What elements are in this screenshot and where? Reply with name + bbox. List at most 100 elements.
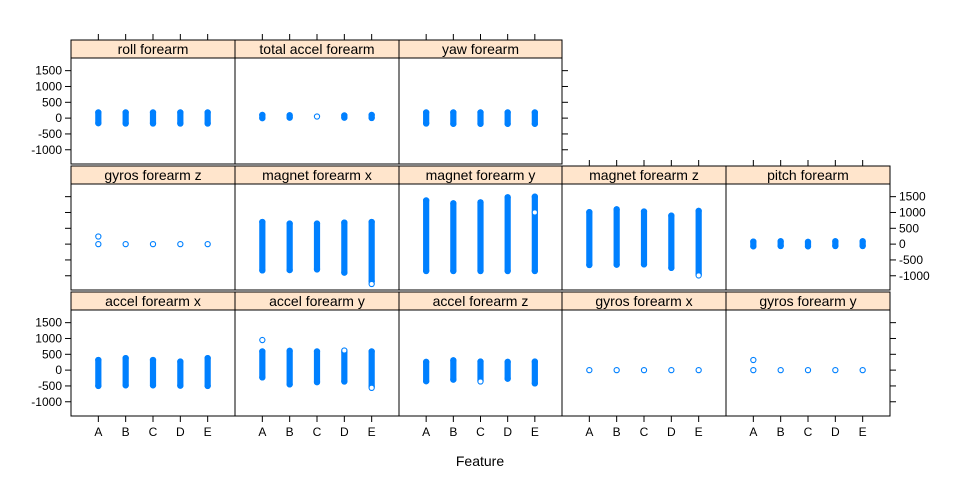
data-point <box>450 357 457 364</box>
category-points <box>504 358 511 382</box>
data-point-outlier <box>259 336 266 344</box>
category-points <box>668 366 675 374</box>
data-point <box>122 382 129 389</box>
data-point <box>95 356 102 364</box>
data-point <box>531 120 538 127</box>
data-point <box>504 194 511 201</box>
data-point <box>531 109 538 116</box>
data-point <box>177 120 184 127</box>
data-point <box>177 358 184 365</box>
category-points <box>640 208 648 268</box>
category-points <box>341 112 348 121</box>
panel-strip-label: roll forearm <box>118 41 189 57</box>
data-point <box>341 269 348 276</box>
category-points <box>122 240 129 248</box>
data-point <box>286 266 293 274</box>
data-point <box>286 112 293 119</box>
y-tick-label: 0 <box>55 111 62 125</box>
x-tick-label: D <box>831 425 840 439</box>
category-points <box>695 366 702 374</box>
panel-frame <box>725 309 891 417</box>
category-points <box>804 366 812 374</box>
y-tick-label: 1500 <box>35 64 62 78</box>
panel-strip-label: gyros forearm z <box>104 167 201 183</box>
data-point <box>504 375 511 382</box>
x-tick-label: B <box>613 425 621 439</box>
y-tick-label: -1000 <box>31 143 62 157</box>
category-points <box>531 193 538 275</box>
panel-strip-label: accel forearm y <box>269 293 365 309</box>
y-tick-label: 1000 <box>35 331 62 345</box>
data-point <box>531 193 538 200</box>
category-points <box>504 109 511 127</box>
x-tick-label: E <box>368 425 376 439</box>
category-points <box>859 366 866 374</box>
data-point <box>341 112 348 119</box>
category-points <box>423 109 430 127</box>
panel-strip-label: gyros forearm x <box>595 293 692 309</box>
y-tick-label: 500 <box>42 347 62 361</box>
x-tick-label: A <box>749 425 757 439</box>
data-point <box>750 243 757 250</box>
data-point <box>313 113 321 120</box>
category-points <box>613 206 620 268</box>
x-tick-label: B <box>122 425 130 439</box>
category-points <box>177 109 184 127</box>
y-axis <box>65 196 71 277</box>
category-points <box>586 366 593 374</box>
y-axis <box>890 322 896 403</box>
panel-strip-label: magnet forearm x <box>262 167 372 183</box>
panel-frame <box>561 309 727 417</box>
panel-strip-label: magnet forearm y <box>426 167 536 183</box>
x-tick-label: E <box>859 425 867 439</box>
y-tick-label: -1000 <box>31 395 62 409</box>
category-points <box>832 238 839 250</box>
panel: magnet forearm y <box>398 165 563 291</box>
panel-frame <box>398 57 563 165</box>
category-points <box>313 348 321 386</box>
x-tick-label: A <box>422 425 430 439</box>
data-point <box>149 356 157 364</box>
data-point <box>586 209 593 216</box>
data-point-outlier <box>368 280 375 288</box>
data-point <box>613 261 620 268</box>
data-point <box>313 348 321 355</box>
data-point <box>423 378 430 385</box>
data-point <box>804 243 812 250</box>
data-point <box>149 109 157 116</box>
data-point <box>531 358 538 365</box>
data-point <box>531 380 538 387</box>
y-axes-layer: -1000-500050010001500-1000-5000500100015… <box>31 64 930 409</box>
category-points <box>122 109 129 127</box>
category-points <box>313 113 321 120</box>
data-point <box>804 366 812 374</box>
data-point <box>504 109 511 116</box>
category-points <box>450 109 457 127</box>
panel-strip-label: magnet forearm z <box>589 167 699 183</box>
data-point <box>777 366 784 374</box>
category-points <box>341 347 348 385</box>
category-points <box>177 240 184 248</box>
category-points <box>177 358 184 389</box>
x-tick-label: C <box>149 425 158 439</box>
data-point <box>149 240 157 248</box>
panel: magnet forearm z <box>561 165 727 291</box>
data-point <box>423 358 430 366</box>
x-tick-label: E <box>695 425 703 439</box>
category-points <box>504 194 511 275</box>
category-points <box>368 111 375 122</box>
panel-frame <box>234 57 400 165</box>
category-points <box>423 358 430 385</box>
x-tick-label: D <box>503 425 512 439</box>
y-tick-label: 1000 <box>35 79 62 93</box>
category-points <box>750 356 757 374</box>
category-points <box>149 356 157 389</box>
data-point <box>668 212 675 219</box>
x-tick-label: A <box>258 425 266 439</box>
category-points <box>259 336 266 381</box>
data-point <box>859 366 866 374</box>
panel: accel forearm z <box>398 291 563 417</box>
